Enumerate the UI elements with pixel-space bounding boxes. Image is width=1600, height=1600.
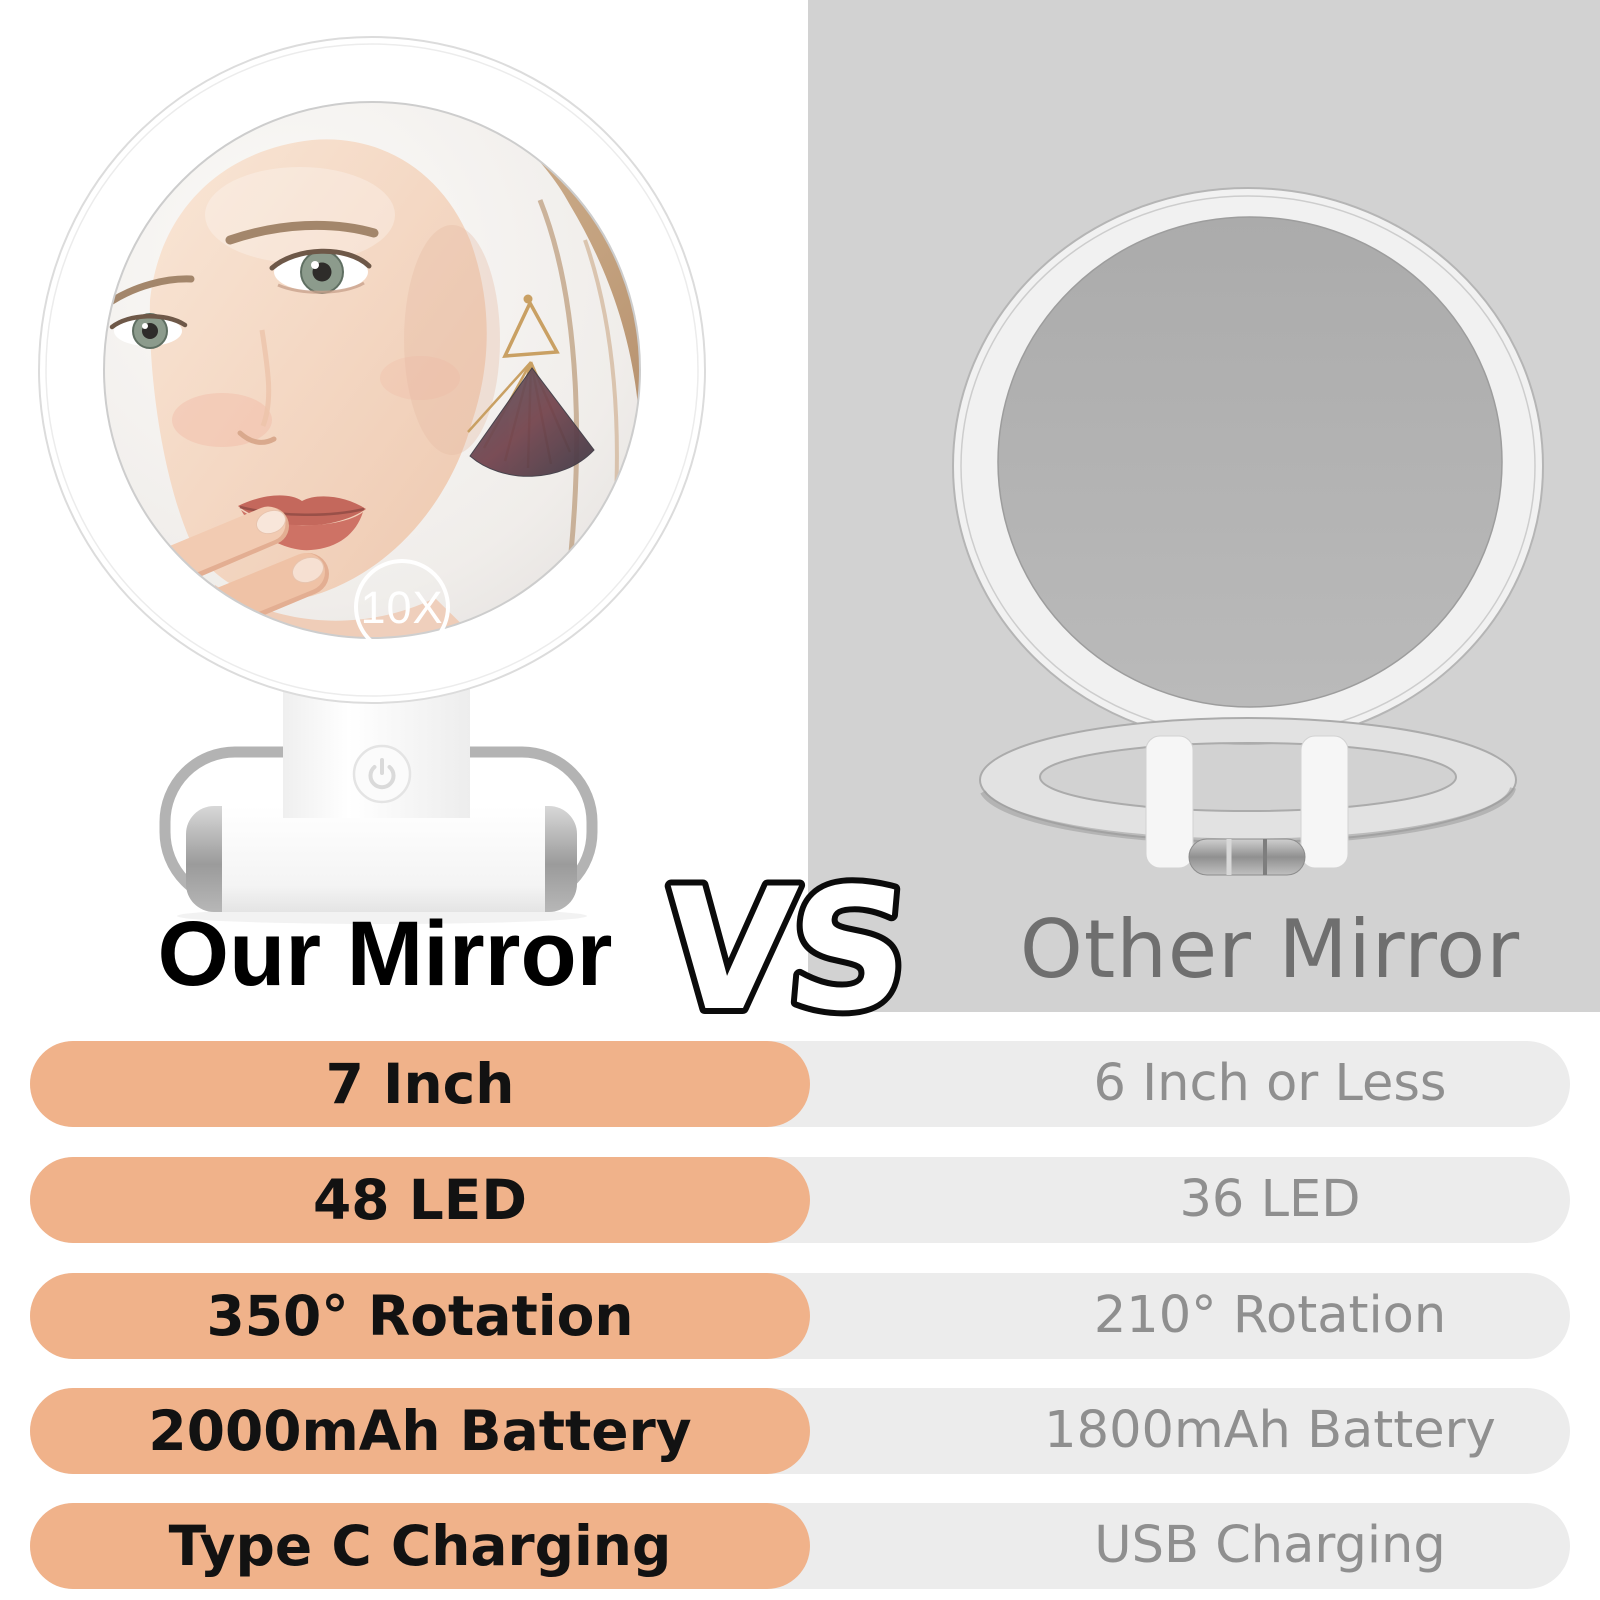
other-mirror-surface: [997, 216, 1503, 708]
comparison-row: 2000mAh Battery 1800mAh Battery: [30, 1388, 1570, 1474]
other-mirror-heading: Other Mirror: [1019, 903, 1521, 996]
other-value-label: 1800mAh Battery: [1044, 1401, 1496, 1460]
our-value-pill: [30, 1503, 810, 1589]
vs-divider: VS: [650, 846, 918, 1054]
other-value-label: 210° Rotation: [1093, 1286, 1447, 1345]
our-value-label: 2000mAh Battery: [148, 1399, 692, 1463]
nose: [259, 329, 272, 427]
other-mirror-hinge: [1145, 735, 1349, 876]
our-value-label: 350° Rotation: [206, 1284, 634, 1348]
other-value-label: 6 Inch or Less: [1093, 1054, 1447, 1113]
eye-right: [269, 248, 372, 294]
other-mirror-image: [952, 187, 1544, 876]
vs-label: VS: [656, 852, 912, 1048]
eye-left: [109, 313, 188, 349]
our-value-pill: [30, 1157, 810, 1243]
other-mirror-head: [952, 187, 1544, 745]
face: [149, 139, 487, 599]
comparison-row: 350° Rotation 210° Rotation: [30, 1273, 1570, 1359]
eyebrow-right: [225, 220, 379, 245]
base-body: [222, 806, 545, 912]
our-value-label: Type C Charging: [168, 1514, 672, 1578]
other-value-label: 36 LED: [1179, 1170, 1361, 1229]
blush: [172, 393, 272, 447]
magnification-badge-label: 10X: [360, 582, 443, 633]
our-value-pill: [30, 1273, 810, 1359]
comparison-row: 48 LED 36 LED: [30, 1157, 1570, 1243]
mirror-frame-rim: [45, 43, 699, 697]
our-mirror-heading: Our Mirror: [157, 903, 613, 1005]
power-button: [352, 744, 412, 804]
other-value-label: USB Charging: [1094, 1516, 1446, 1575]
mirror-base: [177, 806, 587, 924]
our-value-pill: [30, 1041, 810, 1127]
our-value-pill: [30, 1388, 810, 1474]
our-mirror-image: 10X: [38, 36, 706, 924]
earring: [467, 294, 595, 477]
our-value-label: 7 Inch: [325, 1052, 515, 1116]
comparison-row: 7 Inch 6 Inch or Less: [30, 1041, 1570, 1127]
power-icon: [368, 758, 396, 790]
magnification-badge: 10X: [354, 559, 450, 655]
our-value-label: 48 LED: [313, 1168, 527, 1232]
eyebrow-left: [108, 275, 195, 305]
mirror-inner-rim: [103, 101, 641, 639]
comparison-row: Type C Charging USB Charging: [30, 1503, 1570, 1589]
